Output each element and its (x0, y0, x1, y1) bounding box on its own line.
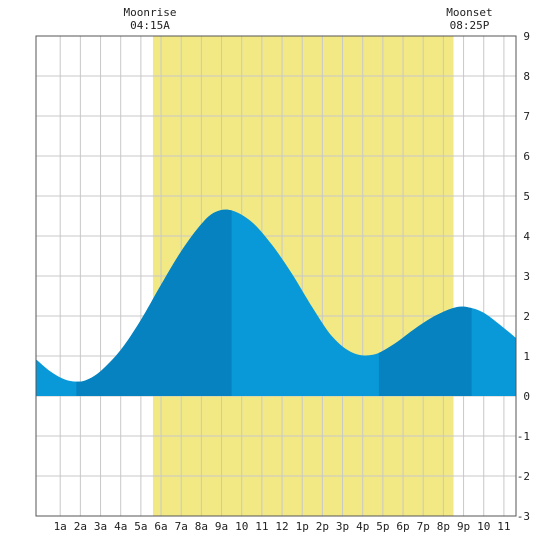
plot-frame (35, 35, 517, 517)
x-tick-label: 6a (154, 520, 167, 533)
x-tick-label: 9a (215, 520, 228, 533)
x-tick-label: 11 (497, 520, 510, 533)
moonrise-time: 04:15A (130, 19, 170, 32)
x-tick-label: 8p (437, 520, 450, 533)
y-tick-label: 9 (523, 30, 530, 43)
x-tick-label: 1p (296, 520, 309, 533)
y-tick-label: 0 (523, 390, 530, 403)
y-tick-label: -3 (517, 510, 530, 523)
y-tick-label: 5 (523, 190, 530, 203)
x-tick-label: 7p (417, 520, 430, 533)
y-tick-label: 8 (523, 70, 530, 83)
x-tick-label: 12 (275, 520, 288, 533)
x-tick-label: 4p (356, 520, 369, 533)
x-tick-label: 5p (376, 520, 389, 533)
x-tick-label: 3a (94, 520, 107, 533)
y-tick-label: 1 (523, 350, 530, 363)
y-tick-label: 7 (523, 110, 530, 123)
moonset-label: Moonset (446, 6, 492, 19)
x-tick-label: 4a (114, 520, 127, 533)
x-tick-label: 1a (54, 520, 67, 533)
y-tick-label: 6 (523, 150, 530, 163)
x-tick-label: 2a (74, 520, 87, 533)
x-tick-label: 11 (255, 520, 268, 533)
y-tick-label: 3 (523, 270, 530, 283)
x-tick-label: 7a (175, 520, 188, 533)
x-tick-label: 9p (457, 520, 470, 533)
x-tick-label: 6p (396, 520, 409, 533)
x-tick-label: 10 (235, 520, 248, 533)
x-tick-label: 5a (134, 520, 147, 533)
y-tick-label: 4 (523, 230, 530, 243)
y-tick-label: -1 (517, 430, 530, 443)
y-tick-label: -2 (517, 470, 530, 483)
y-tick-label: 2 (523, 310, 530, 323)
moonset-time: 08:25P (450, 19, 490, 32)
x-tick-label: 3p (336, 520, 349, 533)
x-tick-label: 8a (195, 520, 208, 533)
x-tick-label: 2p (316, 520, 329, 533)
x-tick-label: 10 (477, 520, 490, 533)
moonrise-label: Moonrise (123, 6, 176, 19)
